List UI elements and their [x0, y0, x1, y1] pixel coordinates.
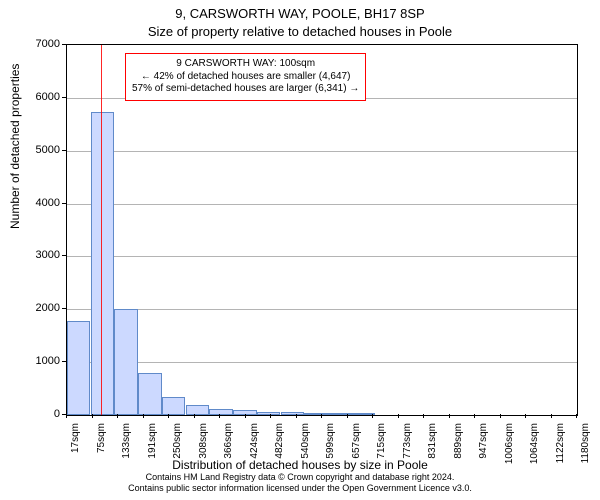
xtick-mark: [296, 414, 297, 418]
histogram-bar: [281, 412, 304, 415]
xtick-mark: [576, 414, 577, 418]
xtick-mark: [92, 414, 93, 418]
histogram-bar: [91, 112, 114, 415]
plot-area: 9 CARSWORTH WAY: 100sqm ← 42% of detache…: [66, 44, 578, 416]
xtick-mark: [219, 414, 220, 418]
annotation-box: 9 CARSWORTH WAY: 100sqm ← 42% of detache…: [125, 53, 366, 101]
xtick-mark: [551, 414, 552, 418]
gridline: [67, 256, 577, 257]
xtick-mark: [321, 414, 322, 418]
histogram-bar: [328, 413, 351, 415]
footer: Contains HM Land Registry data © Crown c…: [0, 472, 600, 494]
xtick-mark: [194, 414, 195, 418]
gridline: [67, 309, 577, 310]
gridline: [67, 151, 577, 152]
ytick-label: 7000: [10, 38, 60, 50]
gridline: [67, 204, 577, 205]
ytick-label: 4000: [10, 197, 60, 209]
annotation-line1: 9 CARSWORTH WAY: 100sqm: [132, 58, 359, 71]
gridline: [67, 362, 577, 363]
histogram-bar: [209, 409, 232, 415]
xtick-mark: [66, 414, 67, 418]
histogram-bar: [257, 412, 280, 415]
ytick-label: 2000: [10, 302, 60, 314]
xtick-mark: [398, 414, 399, 418]
xtick-mark: [449, 414, 450, 418]
xtick-mark: [500, 414, 501, 418]
footer-line1: Contains HM Land Registry data © Crown c…: [0, 472, 600, 483]
histogram-bar: [114, 309, 137, 415]
xtick-mark: [347, 414, 348, 418]
ytick-label: 3000: [10, 249, 60, 261]
property-marker-line: [101, 45, 102, 415]
xtick-mark: [525, 414, 526, 418]
histogram-bar: [186, 405, 209, 415]
histogram-bar: [67, 321, 90, 415]
histogram-bar: [304, 413, 327, 415]
ytick-label: 0: [10, 408, 60, 420]
footer-line2: Contains public sector information licen…: [0, 483, 600, 494]
xtick-mark: [245, 414, 246, 418]
chart-container: 9, CARSWORTH WAY, POOLE, BH17 8SP Size o…: [0, 0, 600, 500]
ytick-label: 6000: [10, 91, 60, 103]
xtick-mark: [423, 414, 424, 418]
ytick-label: 5000: [10, 144, 60, 156]
xtick-mark: [474, 414, 475, 418]
histogram-bar: [162, 397, 185, 416]
xtick-mark: [372, 414, 373, 418]
chart-title: 9, CARSWORTH WAY, POOLE, BH17 8SP: [0, 6, 600, 21]
xtick-mark: [117, 414, 118, 418]
xtick-mark: [270, 414, 271, 418]
xtick-mark: [168, 414, 169, 418]
histogram-bar: [138, 373, 161, 415]
annotation-line3: 57% of semi-detached houses are larger (…: [132, 83, 359, 96]
annotation-line2: ← 42% of detached houses are smaller (4,…: [132, 71, 359, 84]
ytick-label: 1000: [10, 355, 60, 367]
chart-subtitle: Size of property relative to detached ho…: [0, 24, 600, 39]
xtick-mark: [143, 414, 144, 418]
x-axis-label: Distribution of detached houses by size …: [0, 458, 600, 472]
